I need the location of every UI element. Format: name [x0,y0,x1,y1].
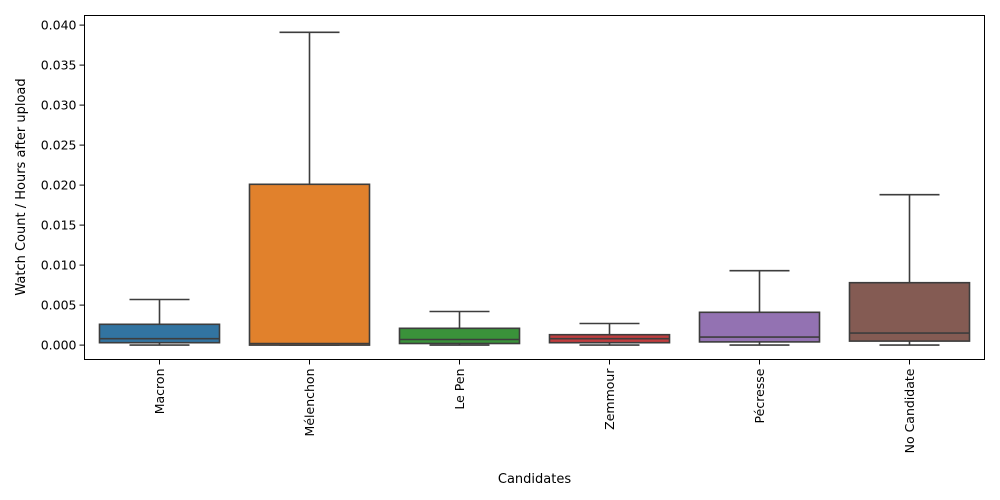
x-tick-label: Zemmour [602,368,617,430]
x-axis: Macron Mélenchon Le Pen Zemmour Pécresse No C… [152,359,917,453]
box-1 [248,31,371,346]
y-tick-label: 0.025 [41,138,77,153]
y-axis: 0.000 0.005 0.010 0.015 0.020 0.025 0.030 0.035… [41,18,85,353]
box-series [98,31,971,346]
x-axis-label: Candidates [498,472,571,487]
y-tick-label: 0.020 [41,178,77,193]
y-axis-label: Watch Count / Hours after upload [14,78,29,295]
plot-area-frame [84,15,985,360]
box-4 [698,269,821,346]
box-0 [98,298,221,346]
box-body [98,323,221,344]
box-5 [848,193,971,346]
box-body [398,327,521,345]
y-tick-label: 0.040 [41,18,77,33]
x-tick-label: Le Pen [452,369,467,410]
x-tick-label: Mélenchon [302,369,317,437]
x-tick-label: No Candidate [902,368,917,453]
box-3 [548,322,671,346]
y-tick-label: 0.005 [41,298,77,313]
x-tick-label: Macron [152,369,167,415]
y-tick-label: 0.010 [41,258,77,273]
x-tick-label: Pécresse [752,368,767,423]
y-tick-label: 0.035 [41,58,77,73]
y-tick-label: 0.030 [41,98,77,113]
box-body [848,281,971,342]
y-tick-label: 0.000 [41,338,77,353]
y-tick-label: 0.015 [41,218,77,233]
box-body [248,183,371,346]
box-2 [398,310,521,346]
